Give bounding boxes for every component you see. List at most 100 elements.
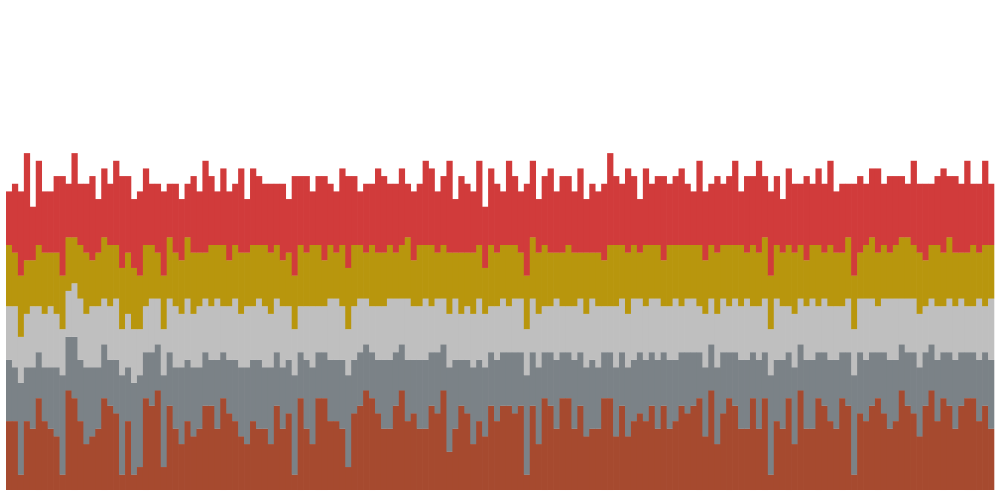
bar-segment bbox=[392, 183, 400, 253]
bar-segment bbox=[119, 329, 126, 376]
bar-segment bbox=[53, 313, 60, 368]
bar-segment bbox=[636, 413, 644, 490]
bar-segment bbox=[279, 428, 287, 490]
bar-segment bbox=[190, 313, 197, 368]
bar-segment bbox=[636, 352, 644, 414]
bar-segment bbox=[738, 359, 745, 429]
bar-segment bbox=[779, 252, 786, 307]
bar-segment bbox=[785, 168, 792, 245]
bar-segment bbox=[101, 237, 108, 299]
bar-segment bbox=[404, 298, 412, 360]
bar-segment bbox=[726, 398, 733, 491]
bar-segment bbox=[565, 245, 572, 307]
bar-segment bbox=[595, 367, 602, 429]
bar-segment bbox=[184, 298, 191, 360]
bar-segment bbox=[630, 176, 638, 245]
bar-segment bbox=[833, 306, 840, 360]
bar-segment bbox=[589, 183, 596, 253]
bar-segment bbox=[624, 313, 632, 368]
bar-segment bbox=[119, 267, 126, 330]
bar-segment bbox=[970, 306, 977, 353]
bar-segment bbox=[130, 199, 138, 268]
bar-segment bbox=[53, 436, 60, 490]
bar-segment bbox=[607, 352, 614, 399]
bar-segment bbox=[595, 428, 602, 490]
bar-segment bbox=[500, 298, 507, 353]
bar-segment bbox=[136, 375, 144, 468]
bar-segment bbox=[369, 183, 376, 245]
bar-segment bbox=[964, 252, 971, 307]
bar-segment bbox=[982, 306, 989, 353]
bar-segment bbox=[345, 329, 352, 376]
bar-segment bbox=[273, 245, 281, 299]
bar-segment bbox=[988, 183, 995, 245]
bar-segment bbox=[648, 298, 656, 353]
bar-segment bbox=[672, 176, 679, 245]
bar-segment bbox=[821, 252, 828, 299]
bar-segment bbox=[273, 298, 281, 353]
bar-segment bbox=[113, 245, 120, 299]
bar-segment bbox=[886, 252, 894, 299]
bar-segment bbox=[583, 367, 590, 437]
bar-segment bbox=[946, 405, 953, 490]
bar-segment bbox=[172, 306, 179, 368]
bar-segment bbox=[452, 199, 459, 253]
bar-segment bbox=[321, 176, 328, 261]
bar-segment bbox=[595, 306, 602, 368]
bar-segment bbox=[279, 183, 287, 261]
bar-segment bbox=[208, 359, 215, 406]
bar-segment bbox=[261, 245, 269, 307]
bar-segment bbox=[238, 367, 245, 437]
bar-segment bbox=[178, 199, 185, 261]
bar-segment bbox=[267, 183, 275, 253]
bar-segment bbox=[369, 306, 376, 353]
bar-segment bbox=[351, 413, 358, 490]
bar-segment bbox=[273, 352, 281, 406]
bar-segment bbox=[375, 168, 382, 253]
bar-segment bbox=[261, 367, 269, 429]
bar-segment bbox=[404, 359, 412, 422]
bar-segment bbox=[65, 390, 72, 490]
bar-segment bbox=[916, 313, 923, 368]
bar-segment bbox=[720, 413, 727, 490]
bar-segment bbox=[422, 160, 429, 245]
bar-segment bbox=[303, 359, 310, 429]
bar-segment bbox=[214, 298, 221, 360]
bar-segment bbox=[71, 398, 78, 491]
bar-segment bbox=[773, 421, 781, 490]
bar-segment bbox=[714, 176, 721, 253]
bar-segment bbox=[666, 359, 673, 429]
bar-segment bbox=[726, 352, 733, 399]
bar-segment bbox=[976, 183, 983, 253]
bar-segment bbox=[767, 474, 775, 490]
bar-segment bbox=[315, 352, 322, 399]
bar-segment bbox=[511, 176, 519, 245]
bar-segment bbox=[154, 298, 162, 345]
bar-segment bbox=[761, 237, 769, 299]
bar-segment bbox=[488, 306, 495, 353]
bar-segment bbox=[29, 206, 37, 261]
bar-segment bbox=[410, 306, 417, 360]
bar-segment bbox=[505, 306, 513, 353]
bar-segment bbox=[142, 168, 150, 245]
bar-segment bbox=[291, 176, 298, 276]
bar-segment bbox=[791, 444, 798, 490]
bar-segment bbox=[559, 352, 566, 399]
bar-segment bbox=[500, 405, 507, 490]
bar-segment bbox=[232, 298, 239, 360]
bar-segment bbox=[964, 306, 971, 353]
bar-segment bbox=[601, 352, 608, 399]
bar-segment bbox=[47, 367, 54, 429]
bar-segment bbox=[500, 245, 507, 299]
bar-segment bbox=[261, 428, 269, 490]
bar-segment bbox=[922, 306, 929, 353]
bar-segment bbox=[392, 405, 400, 490]
bar-segment bbox=[369, 352, 376, 399]
bar-segment bbox=[125, 367, 132, 422]
bar-segment bbox=[380, 252, 388, 307]
bar-segment bbox=[494, 306, 501, 360]
bar-segment bbox=[708, 390, 715, 490]
bar-segment bbox=[89, 367, 96, 437]
bar-segment bbox=[642, 306, 650, 360]
